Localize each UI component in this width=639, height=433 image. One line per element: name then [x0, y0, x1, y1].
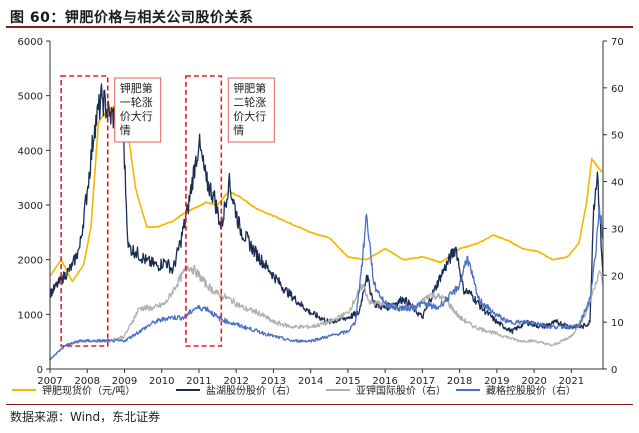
right-tick-label: 10	[611, 318, 624, 329]
callout-text: 价大行	[233, 109, 266, 123]
series-line-4	[49, 204, 604, 361]
series-line-1	[49, 105, 604, 283]
left-tick-label: 0	[37, 365, 43, 376]
legend-label-4: 藏格控股股价（右）	[486, 384, 576, 397]
legend: 钾肥现货价（元/吨） 盐湖股份股价（右） 亚钾国际股价（右） 藏格控股股价（右）	[12, 384, 576, 397]
period-box-2	[185, 75, 223, 347]
callout-text: 一轮涨	[120, 95, 153, 109]
x-tick-label: 2013	[261, 376, 286, 387]
x-tick-label: 2009	[112, 376, 137, 387]
x-tick-label: 2011	[186, 376, 211, 387]
legend-label-3: 亚钾国际股价（右）	[356, 384, 446, 397]
period-box-1	[60, 75, 109, 347]
footer-rule	[6, 404, 633, 405]
x-tick-label: 2014	[298, 376, 323, 387]
right-tick-label: 60	[611, 84, 624, 95]
x-tick-label: 2012	[223, 376, 248, 387]
callout-text: 钾肥第	[233, 81, 266, 95]
x-tick-label: 2017	[410, 376, 435, 387]
right-tick-label: 30	[611, 224, 624, 235]
left-tick-label: 4000	[18, 146, 43, 157]
series-line-3	[49, 264, 604, 360]
axes: 0 1000 2000 3000 4000 5000 6000 0 10 20 30 40 50 60 70…	[18, 37, 624, 387]
figure-title: 图 60：钾肥价格与相关公司股价关系	[10, 10, 254, 26]
x-tick-label: 2020	[521, 376, 546, 387]
left-tick-label: 2000	[18, 256, 43, 267]
callout-text: 情	[233, 124, 244, 137]
left-tick-label: 5000	[18, 92, 43, 103]
right-tick-label: 50	[611, 131, 624, 142]
x-tick-label: 2021	[559, 376, 584, 387]
right-tick-label: 70	[611, 37, 624, 48]
x-tick-label: 2015	[335, 376, 360, 387]
callout-box-1	[114, 77, 162, 143]
x-tick-label: 2016	[372, 376, 397, 387]
callout-text: 钾肥第	[120, 81, 153, 95]
right-tick-label: 20	[611, 271, 624, 282]
callout-text: 情	[120, 124, 131, 137]
x-tick-label: 2008	[75, 376, 100, 387]
plot-lines	[49, 83, 604, 361]
callout-box-2	[227, 77, 275, 143]
right-tick-label: 0	[611, 365, 617, 376]
callout-text: 价大行	[120, 109, 153, 123]
legend-label-1: 钾肥现货价（元/吨）	[42, 384, 135, 397]
title-rule	[6, 26, 633, 28]
x-tick-label: 2018	[447, 376, 472, 387]
left-tick-label: 1000	[18, 310, 43, 321]
left-tick-label: 3000	[18, 201, 43, 212]
x-tick-label: 2007	[37, 376, 62, 387]
x-tick-label: 2010	[149, 376, 174, 387]
callout-text: 二轮涨	[233, 95, 266, 109]
right-tick-label: 40	[611, 178, 624, 189]
left-tick-label: 6000	[18, 37, 43, 48]
x-tick-label: 2019	[484, 376, 509, 387]
data-source: 数据来源：Wind，东北证券	[10, 410, 161, 424]
figure-header: 图 60：钾肥价格与相关公司股价关系	[6, 4, 633, 28]
legend-label-2: 盐湖股份股价（右）	[206, 384, 296, 397]
